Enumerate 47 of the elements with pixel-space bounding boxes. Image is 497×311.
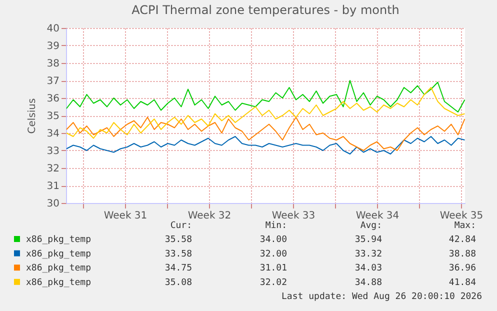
text: 32.02 xyxy=(260,278,287,288)
text: Max: xyxy=(454,221,476,231)
text: 31.01 xyxy=(260,264,287,274)
text: Avg: xyxy=(360,221,382,231)
y-axis-title: Celsius xyxy=(26,98,38,134)
y-tick-label: 32 xyxy=(46,164,60,174)
y-tick-label: 38 xyxy=(46,58,60,70)
y-tick-label: 30 xyxy=(46,198,60,210)
text: 35.58 xyxy=(164,235,192,245)
legend-label: x86_pkg_temp xyxy=(26,278,92,288)
line-series xyxy=(66,136,465,154)
x-tick-label: Week 35 xyxy=(440,210,484,222)
x-tick-label: Week 31 xyxy=(104,210,148,222)
chart-title: ACPI Thermal zone temperatures - by month xyxy=(132,3,400,17)
text: 36.96 xyxy=(448,264,476,274)
legend-label: x86_pkg_temp xyxy=(26,249,92,260)
text: 38.88 xyxy=(448,249,476,260)
line-series xyxy=(66,116,465,151)
y-tick-label: 40 xyxy=(46,24,60,34)
text: 42.84 xyxy=(448,235,476,245)
line-series xyxy=(66,80,465,112)
y-tick-label: 31 xyxy=(46,181,60,192)
text: 33.32 xyxy=(354,249,382,260)
text: 41.84 xyxy=(448,278,476,288)
legend-label: x86_pkg_temp xyxy=(26,264,92,274)
y-tick-label: 33 xyxy=(46,146,60,157)
text: Min: xyxy=(265,221,287,231)
text: 34.88 xyxy=(354,278,382,288)
y-tick-label: 37 xyxy=(46,76,60,87)
text: 35.94 xyxy=(354,235,382,245)
text: 34.03 xyxy=(354,264,382,274)
line-series xyxy=(66,87,465,139)
legend-label: x86_pkg_temp xyxy=(26,235,92,245)
y-tick-label: 39 xyxy=(46,41,60,52)
text: 33.58 xyxy=(164,249,192,260)
text: Cur: xyxy=(170,221,192,231)
text: 32.00 xyxy=(260,249,287,260)
text: 34.00 xyxy=(260,235,287,245)
text: Last update: Wed Aug 26 20:00:10 2026 xyxy=(282,292,482,302)
text: 34.75 xyxy=(164,264,192,274)
y-tick-label: 35 xyxy=(46,111,60,122)
x-tick-label: Week 34 xyxy=(356,210,400,222)
y-tick-label: 34 xyxy=(46,128,60,140)
y-tick-label: 36 xyxy=(46,94,60,104)
x-tick-label: Week 33 xyxy=(272,210,316,222)
x-tick-label: Week 32 xyxy=(188,210,232,222)
text: 35.08 xyxy=(164,278,192,288)
